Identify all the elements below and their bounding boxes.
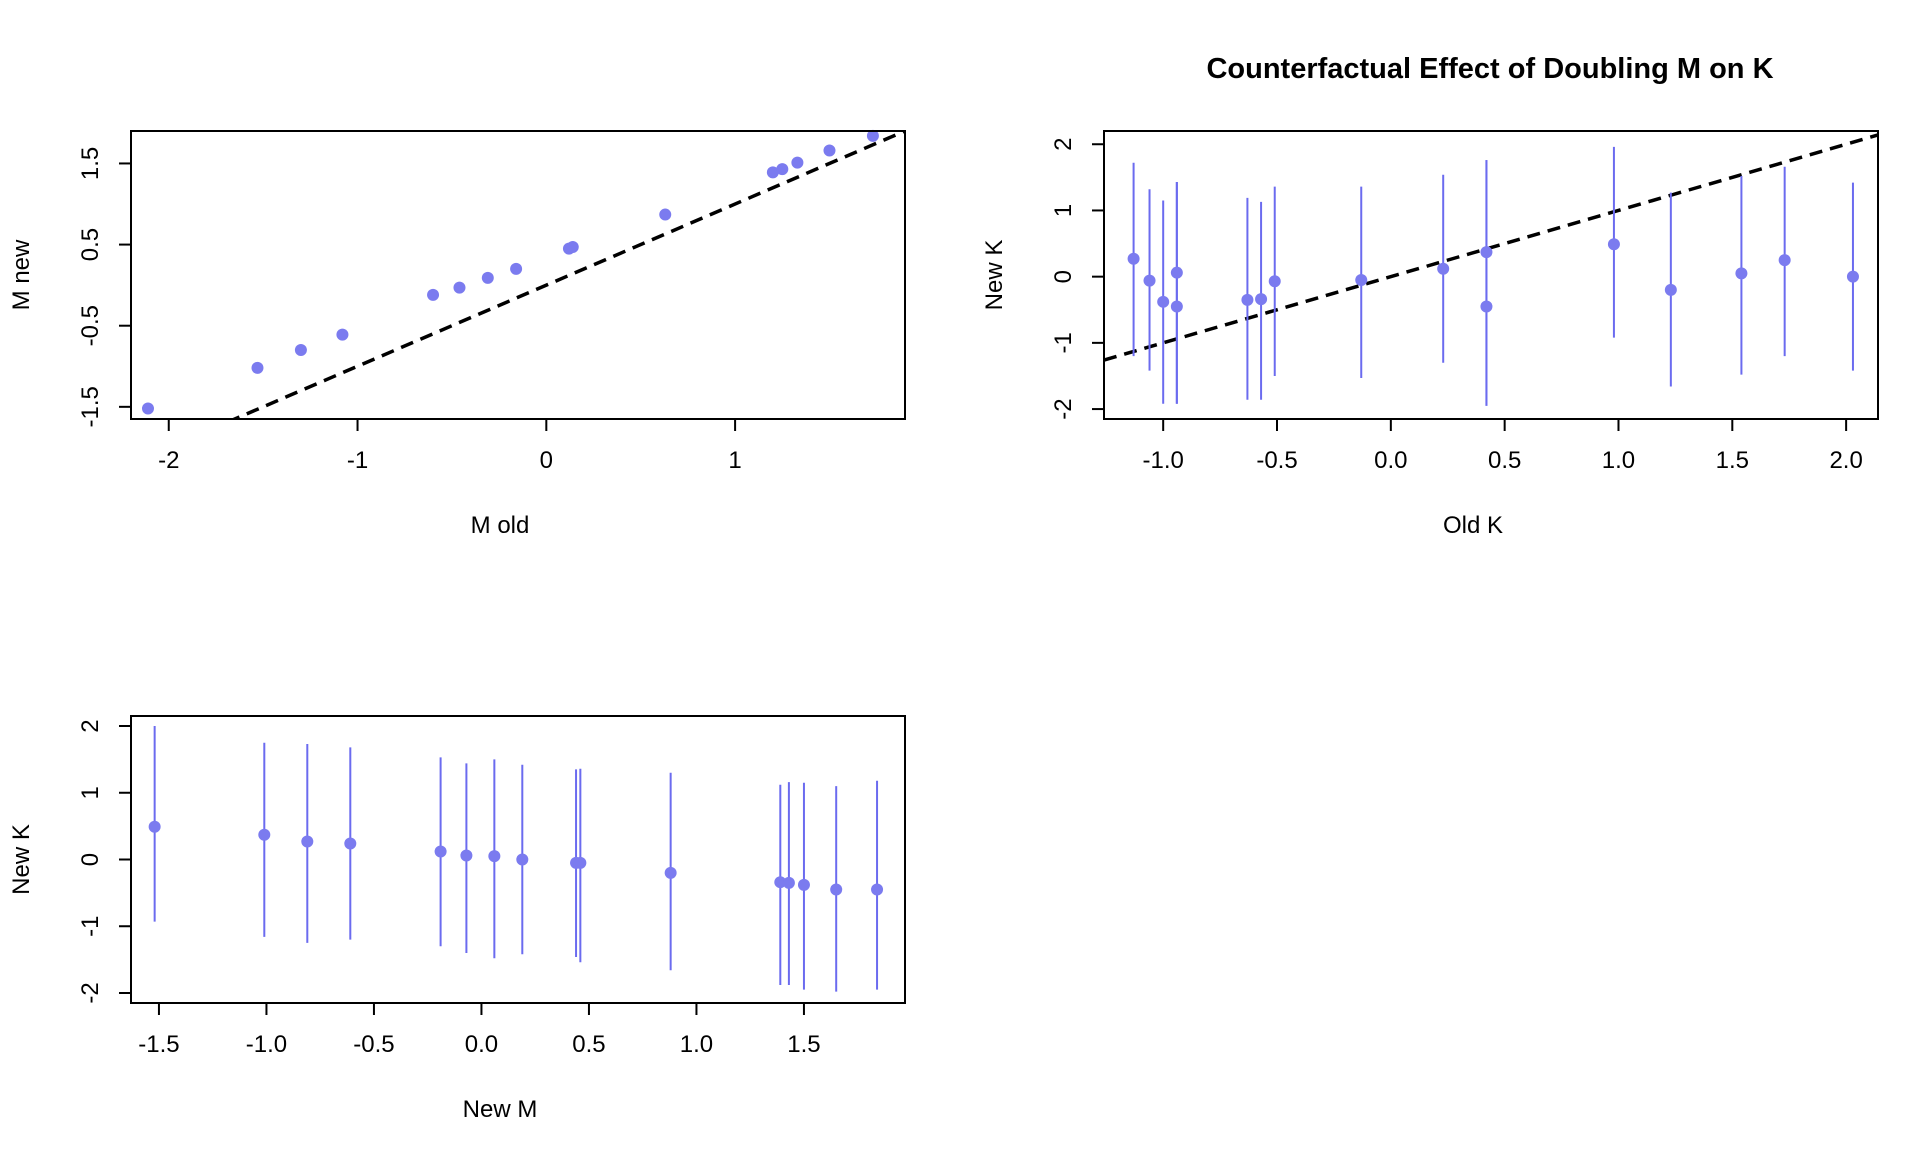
x-axis-label: New M xyxy=(463,1096,538,1123)
panel-m-old-vs-m-new: -2 -1 0 1 -1.5 -0.5 0.5 1.5 M old M new xyxy=(8,129,906,539)
chart-title: Counterfactual Effect of Doubling M on K xyxy=(1206,53,1773,85)
data-point xyxy=(1480,246,1493,259)
data-point xyxy=(1127,252,1140,265)
x-tick-label: 2.0 xyxy=(1829,447,1862,474)
data-point xyxy=(453,281,466,294)
x-tick-label: 0.0 xyxy=(1374,447,1407,474)
data-point xyxy=(294,344,307,357)
data-point xyxy=(791,156,804,169)
data-point xyxy=(481,271,494,284)
y-tick-label: 2 xyxy=(77,719,104,732)
x-axis-label: M old xyxy=(471,512,530,539)
data-point xyxy=(1143,274,1156,287)
y-axis-label: New K xyxy=(8,824,35,895)
x-tick-label: 1.0 xyxy=(1602,447,1635,474)
data-point xyxy=(1268,275,1281,288)
data-point xyxy=(871,883,884,896)
data-point xyxy=(1607,238,1620,251)
data-point xyxy=(1778,254,1791,267)
data-point xyxy=(782,876,795,889)
reference-line xyxy=(230,131,905,419)
y-tick-label: 1 xyxy=(1050,204,1077,217)
panel-old-k-vs-new-k: -1.0 -0.5 0.0 0.5 1.0 1.5 2.0 -2 -1 0 1 2 Old K New K xyxy=(981,130,1879,539)
data-point xyxy=(574,856,587,869)
plot-frame xyxy=(130,130,906,420)
x-tick-label: 0.5 xyxy=(572,1031,605,1058)
data-point xyxy=(301,835,314,848)
x-axis-label: Old K xyxy=(1443,512,1503,539)
data-point xyxy=(797,878,810,891)
x-tick-label: 0.0 xyxy=(465,1031,498,1058)
y-tick-label: -2 xyxy=(77,982,104,1003)
data-point xyxy=(830,883,843,896)
data-point xyxy=(344,837,357,850)
x-tick-label: 1.5 xyxy=(787,1031,820,1058)
x-tick-label: -2 xyxy=(158,447,179,474)
data-point xyxy=(659,208,672,221)
data-point xyxy=(566,241,579,254)
x-tick-label: 1.5 xyxy=(1716,447,1749,474)
data-point xyxy=(1355,273,1368,286)
data-point xyxy=(1255,293,1268,306)
y-tick-label: 1 xyxy=(77,786,104,799)
y-tick-label: 2 xyxy=(1050,138,1077,151)
data-point xyxy=(1664,283,1677,296)
data-point xyxy=(516,853,529,866)
y-tick-label: -1.5 xyxy=(77,386,104,427)
data-point xyxy=(251,361,264,374)
data-point xyxy=(1170,300,1183,313)
data-point xyxy=(141,402,154,415)
y-tick-label: 0.5 xyxy=(77,228,104,261)
x-tick-label: -1.0 xyxy=(1143,447,1184,474)
x-tick-label: 0.5 xyxy=(1488,447,1521,474)
data-point xyxy=(1157,295,1170,308)
data-point xyxy=(1170,266,1183,279)
data-point xyxy=(488,850,501,863)
y-tick-label: -1 xyxy=(77,916,104,937)
data-point xyxy=(1241,293,1254,306)
data-point xyxy=(664,866,677,879)
x-tick-label: 1.0 xyxy=(680,1031,713,1058)
y-tick-label: -0.5 xyxy=(77,305,104,346)
data-point xyxy=(866,129,879,142)
y-tick-label: -2 xyxy=(1050,398,1077,419)
data-point xyxy=(258,828,271,841)
x-tick-label: -0.5 xyxy=(353,1031,394,1058)
plot-frame xyxy=(1103,130,1879,420)
data-point xyxy=(774,876,787,889)
x-tick-label: -1 xyxy=(347,447,368,474)
x-tick-label: -1.0 xyxy=(246,1031,287,1058)
reference-line xyxy=(1104,133,1878,362)
data-point xyxy=(336,328,349,341)
x-tick-label: -0.5 xyxy=(1256,447,1297,474)
data-point xyxy=(776,163,789,176)
x-tick-label: 1 xyxy=(728,447,741,474)
data-point xyxy=(1437,262,1450,275)
data-point xyxy=(1846,270,1859,283)
data-point xyxy=(1480,300,1493,313)
data-point xyxy=(510,262,523,275)
data-point xyxy=(460,849,473,862)
y-tick-label: 0 xyxy=(1050,270,1077,283)
x-tick-label: 0 xyxy=(540,447,553,474)
y-tick-label: 0 xyxy=(77,853,104,866)
data-point xyxy=(427,288,440,301)
y-tick-label: 1.5 xyxy=(77,147,104,180)
panel-new-m-vs-new-k: -1.5 -1.0 -0.5 0.0 0.5 1.0 1.5 -2 -1 0 1 2 New M New … xyxy=(8,715,906,1123)
y-axis-label: M new xyxy=(8,239,35,310)
y-tick-label: -1 xyxy=(1050,332,1077,353)
data-point xyxy=(1735,267,1748,280)
y-axis-label: New K xyxy=(981,240,1008,311)
data-point xyxy=(823,144,836,157)
data-point xyxy=(148,820,161,833)
data-point xyxy=(766,166,779,179)
data-point xyxy=(434,845,447,858)
x-tick-label: -1.5 xyxy=(138,1031,179,1058)
